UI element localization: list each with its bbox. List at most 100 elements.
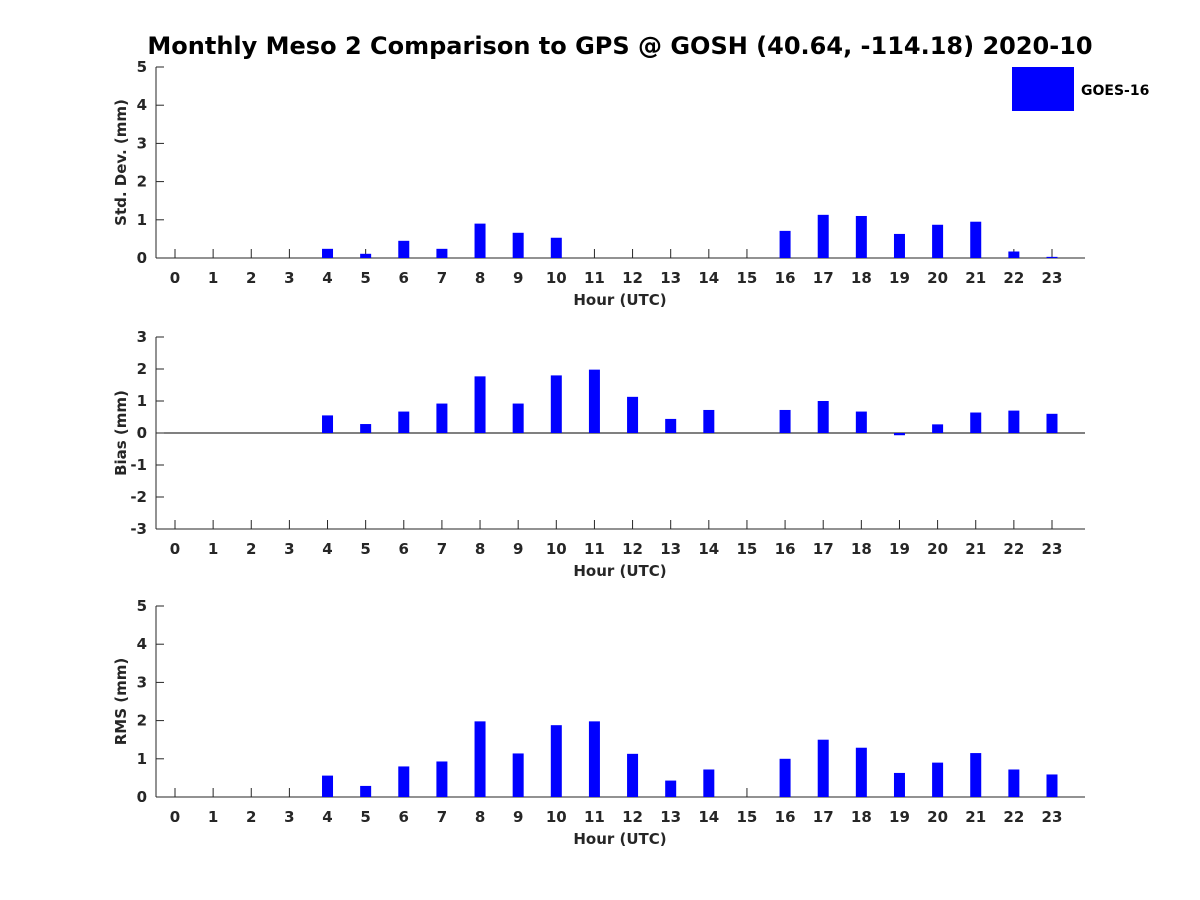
rms-bar (817, 739, 829, 797)
bias-bar (932, 424, 944, 433)
std-dev-x-tick-label: 22 (1003, 269, 1024, 287)
std-dev-bar (932, 224, 944, 258)
bias-x-tick-label: 16 (775, 540, 796, 558)
legend-label-goes-16: GOES-16 (1081, 83, 1149, 99)
rms-x-tick-label: 3 (284, 808, 294, 826)
rms-x-tick-label: 2 (246, 808, 256, 826)
std-dev-y-tick-label: 1 (137, 211, 147, 229)
rms-bar (970, 753, 982, 797)
bias-bar (588, 369, 600, 433)
rms-y-tick-label: 3 (137, 673, 147, 691)
rms-bar (893, 772, 905, 797)
bias-x-tick-label: 20 (927, 540, 948, 558)
std-dev-y-tick-label: 0 (137, 249, 147, 267)
legend: GOES-16 (1012, 67, 1149, 111)
std-dev-x-axis-label: Hour (UTC) (573, 291, 666, 309)
rms-bar (1008, 769, 1020, 797)
bias-y-axis-label: Bias (mm) (112, 390, 130, 476)
rms-x-tick-label: 15 (737, 808, 758, 826)
bias-x-tick-label: 1 (208, 540, 218, 558)
std-dev-bar (512, 232, 524, 258)
rms-bar (322, 775, 334, 797)
bias-x-tick-label: 3 (284, 540, 294, 558)
rms-bar (932, 762, 944, 797)
bias-x-tick-label: 17 (813, 540, 834, 558)
bias-bar (322, 415, 334, 433)
bias-y-tick-label: -2 (130, 488, 147, 506)
std-dev-bar (550, 237, 562, 258)
rms-x-tick-label: 4 (322, 808, 332, 826)
bias-bar (360, 424, 372, 433)
std-dev-x-tick-label: 15 (737, 269, 758, 287)
rms-bar (550, 725, 562, 797)
bias-x-tick-label: 12 (622, 540, 643, 558)
std-dev-bar (1046, 256, 1058, 258)
rms-x-tick-label: 17 (813, 808, 834, 826)
legend-swatch-goes-16 (1012, 67, 1074, 111)
std-dev-x-tick-label: 20 (927, 269, 948, 287)
rms-y-tick-label: 4 (137, 635, 147, 653)
bias-x-tick-label: 0 (170, 540, 180, 558)
rms-x-tick-label: 0 (170, 808, 180, 826)
bias-y-tick-label: 1 (137, 392, 147, 410)
bias-bar (550, 375, 562, 433)
std-dev-y-tick-label: 3 (137, 134, 147, 152)
std-dev-x-tick-label: 10 (546, 269, 567, 287)
rms-x-tick-label: 5 (360, 808, 370, 826)
std-dev-x-tick-label: 17 (813, 269, 834, 287)
rms-x-tick-label: 21 (965, 808, 986, 826)
std-dev-bar (474, 223, 486, 258)
bias-x-tick-label: 7 (437, 540, 447, 558)
std-dev-x-tick-label: 9 (513, 269, 523, 287)
rms-bar (855, 747, 867, 797)
bias-x-tick-label: 10 (546, 540, 567, 558)
rms-y-axis-label: RMS (mm) (112, 658, 130, 745)
bias-y-tick-label: 0 (137, 424, 147, 442)
rms-y-tick-label: 0 (137, 788, 147, 806)
std-dev-x-tick-label: 13 (660, 269, 681, 287)
std-dev-bar (779, 230, 791, 258)
rms-x-tick-label: 1 (208, 808, 218, 826)
bias-x-tick-label: 9 (513, 540, 523, 558)
std-dev-x-tick-label: 6 (399, 269, 409, 287)
bias-bar (970, 412, 982, 433)
bias-x-tick-label: 11 (584, 540, 605, 558)
std-dev-bar (970, 221, 982, 258)
bias-bar (398, 411, 410, 433)
rms-bar (512, 753, 524, 797)
rms-x-tick-label: 20 (927, 808, 948, 826)
figure-title: Monthly Meso 2 Comparison to GPS @ GOSH … (147, 32, 1092, 60)
bias-x-tick-label: 18 (851, 540, 872, 558)
rms-x-tick-label: 6 (399, 808, 409, 826)
std-dev-x-tick-label: 7 (437, 269, 447, 287)
rms-x-tick-label: 23 (1042, 808, 1063, 826)
bias-x-tick-label: 4 (322, 540, 332, 558)
bias-y-tick-label: -1 (130, 456, 147, 474)
std-dev-x-tick-label: 4 (322, 269, 332, 287)
std-dev-bar (322, 248, 334, 258)
bias-bar (1046, 413, 1058, 433)
rms-bar (703, 769, 715, 797)
rms-x-tick-label: 19 (889, 808, 910, 826)
bias-bar (474, 376, 486, 433)
bias-bar (855, 411, 867, 433)
bias-bar (779, 409, 791, 433)
rms-bar (474, 721, 486, 797)
std-dev-x-tick-label: 11 (584, 269, 605, 287)
rms-x-tick-label: 11 (584, 808, 605, 826)
bias-x-tick-label: 19 (889, 540, 910, 558)
std-dev-bar (360, 253, 372, 258)
rms-bar (779, 758, 791, 797)
rms-x-tick-label: 7 (437, 808, 447, 826)
rms-x-tick-label: 13 (660, 808, 681, 826)
bias-bar (893, 433, 905, 436)
rms-bar (588, 721, 600, 797)
bias-y-tick-label: -3 (130, 520, 147, 538)
std-dev-x-tick-label: 18 (851, 269, 872, 287)
std-dev-x-tick-label: 5 (360, 269, 370, 287)
bias-bar (665, 418, 677, 433)
rms-y-tick-label: 5 (137, 597, 147, 615)
rms-y-tick-label: 2 (137, 712, 147, 730)
